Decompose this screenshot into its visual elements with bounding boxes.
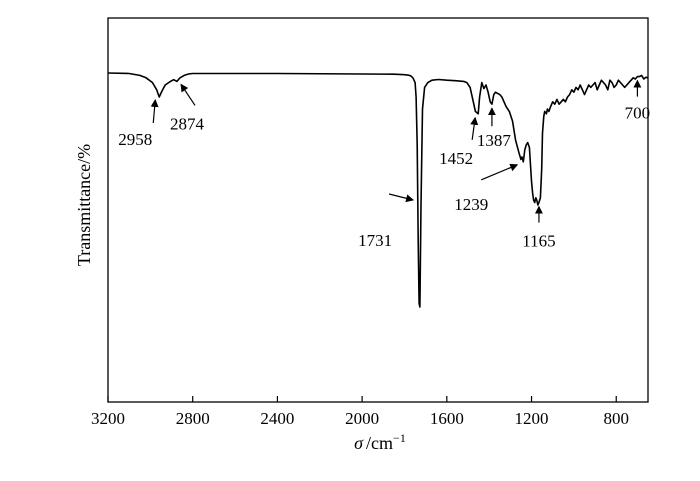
peak-label: 700: [625, 104, 651, 123]
x-tick-label: 3200: [91, 409, 125, 428]
x-axis-ticks: [107, 396, 617, 402]
x-tick-label: 1600: [430, 409, 464, 428]
peak-label: 2874: [170, 114, 205, 133]
x-tick-label: 2400: [260, 409, 294, 428]
series-line: [107, 72, 649, 308]
x-axis-tick-labels: 3200 2800 2400 2000 1600 1200 800: [91, 409, 629, 428]
peak-label: 1165: [522, 232, 555, 251]
x-tick-label: 800: [603, 409, 629, 428]
peak-label: 1452: [439, 149, 473, 168]
peak-label: 1239: [454, 195, 488, 214]
peak-arrow: [481, 163, 519, 181]
x-tick-label: 1200: [515, 409, 549, 428]
x-tick-label: 2000: [345, 409, 379, 428]
plot-frame: [107, 17, 649, 403]
peak-label: 1731: [358, 231, 392, 250]
y-axis-title: Transmittance/%: [74, 144, 94, 266]
peak-label: 2958: [118, 130, 152, 149]
peak-label: 1387: [477, 131, 512, 150]
peak-arrow: [180, 83, 196, 106]
peak-arrow: [388, 193, 415, 203]
peak-arrow: [470, 116, 479, 140]
x-tick-label: 2800: [176, 409, 210, 428]
peak-arrow: [150, 99, 159, 124]
x-axis-title: σ/cm−1: [354, 431, 406, 453]
